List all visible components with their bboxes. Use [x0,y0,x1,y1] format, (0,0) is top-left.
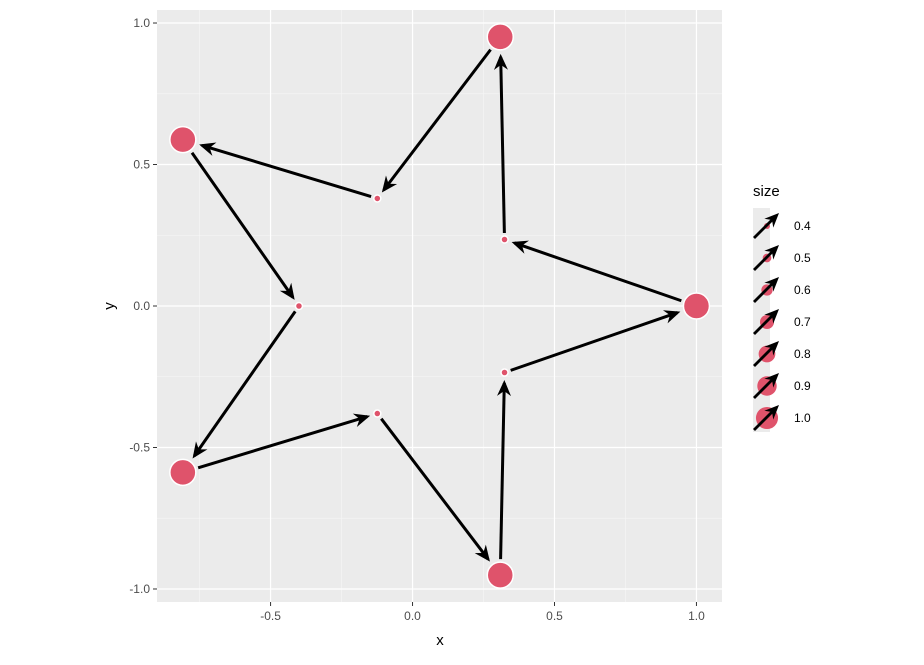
legend-key-arrow-line [753,346,774,367]
legend-key-background [753,208,770,240]
legend-label: 0.8 [794,347,811,361]
data-point [373,194,382,203]
y-axis-label: y [101,302,118,310]
data-point [373,409,382,418]
arrow-line [197,415,368,470]
arrowhead [662,310,681,324]
arrowhead [474,544,490,562]
legend-key-arrow-line [753,250,774,271]
arrowhead [764,277,779,292]
arrowhead [381,175,398,193]
x-tick-label: 1.0 [688,609,705,623]
legend-key-background [753,240,770,272]
data-point [486,23,515,51]
arrow-line [513,241,682,303]
x-axis-label: x [436,632,444,649]
legend-key-arrow-line [753,314,774,335]
y-tick-label: 0.0 [133,299,150,313]
arrowhead [764,245,779,260]
y-tick-label: 1.0 [133,16,150,30]
arrow-line [190,151,295,299]
arrowhead [511,240,530,254]
legend-key-arrow-line [753,378,774,399]
arrow-line [201,143,372,199]
arrow-line [510,311,679,372]
x-tick-label: -0.5 [260,609,281,623]
arrows [190,48,682,562]
legend-title: size [753,183,780,200]
legend-key-arrow-line [753,218,774,239]
data-point [500,235,509,244]
arrowhead [497,379,512,397]
data-point [294,301,304,311]
arrow-line [499,382,506,560]
data-point [682,292,711,320]
legend-label: 1.0 [794,411,811,425]
arrowhead [764,373,779,388]
arrowhead [764,341,779,356]
arrowhead [493,53,508,71]
arrow-line [193,310,297,457]
arrowhead [199,142,217,156]
legend-label: 0.6 [794,283,811,297]
y-tick-label: -1.0 [129,582,150,596]
arrowhead [352,413,371,428]
data-point [169,125,197,154]
y-tick-label: -0.5 [129,440,150,454]
legend-key-arrow-line [753,410,774,431]
data-point [169,458,197,487]
arrow-line [499,56,506,234]
y-tick-label: 0.5 [133,158,150,172]
arrow-line [380,417,490,561]
arrow-line [382,48,492,192]
legend-label: 0.4 [794,219,811,233]
legend-key-arrow-line [753,282,774,303]
axes: -0.5 0.0 0.5 1.0 -1.0 -0.5 0.0 0.5 1.0 [129,16,705,623]
data-point [500,368,509,377]
legend: size 0.4 0.5 0.6 0.7 0.8 0.9 1.0 [753,183,811,432]
legend-label: 0.9 [794,379,811,393]
arrowhead [192,441,208,459]
arrowhead [764,309,779,324]
x-tick-label: 0.0 [404,609,421,623]
legend-label: 0.5 [794,251,811,265]
grid [157,10,722,602]
legend-label: 0.7 [794,315,811,329]
x-tick-label: 0.5 [546,609,563,623]
arrowhead [764,213,779,228]
arrowhead [279,282,295,300]
data-point [486,561,515,589]
arrowhead [764,405,779,420]
points [169,23,711,589]
legend-key-background [753,272,770,304]
